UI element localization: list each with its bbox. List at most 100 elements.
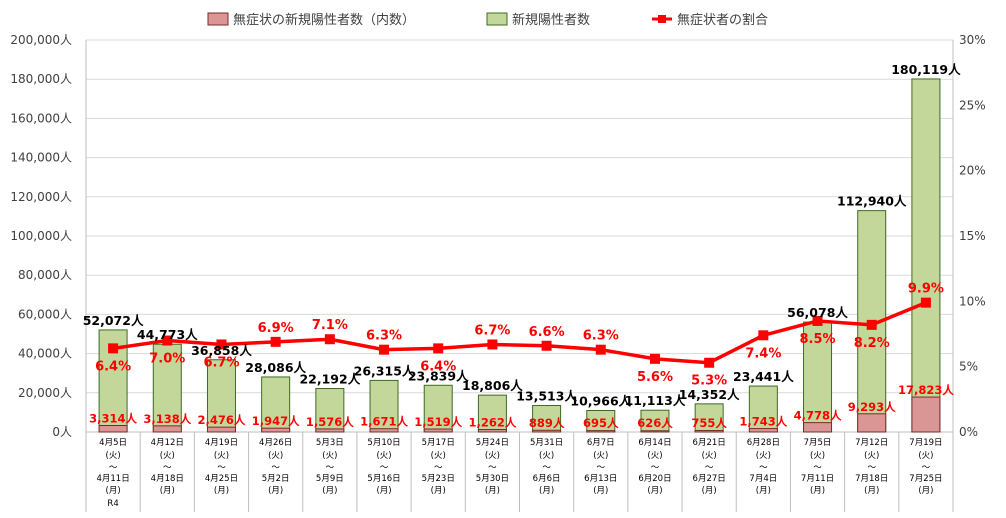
ratio-marker xyxy=(487,339,498,350)
y-tick-label: 20,000人 xyxy=(18,386,72,400)
x-category-line: 6月6日 xyxy=(533,474,561,484)
ratio-value-label: 6.7% xyxy=(203,355,239,370)
x-category-line: (月) xyxy=(810,486,825,496)
ratio-marker xyxy=(595,344,606,355)
y2-tick-label: 30% xyxy=(959,33,986,47)
x-category-13: 7月5日 (火) ～7月11日 (月) xyxy=(801,438,834,496)
total-value-label: 28,086人 xyxy=(245,360,306,375)
bar-total xyxy=(261,376,291,433)
ratio-value-label: 7.0% xyxy=(149,352,185,367)
x-category-14: 7月12日 (火) ～7月18日 (月) xyxy=(855,438,888,496)
x-category-line: (火) xyxy=(864,451,879,461)
x-category-line: 6月20日 xyxy=(638,474,671,484)
ratio-value-label: 6.6% xyxy=(529,325,565,340)
ratio-marker xyxy=(216,339,227,350)
total-value-label: 23,839人 xyxy=(408,368,469,383)
x-category-line: ～ xyxy=(542,463,551,473)
legend-item-ratio: 無症状者の割合 xyxy=(652,12,768,28)
bar-total xyxy=(694,403,724,433)
x-category-line: (火) xyxy=(160,451,175,461)
legend: 無症状の新規陽性者数（内数） 新規陽性者数 無症状者の割合 xyxy=(207,12,768,28)
x-category-line: ～ xyxy=(163,463,172,473)
ratio-marker xyxy=(379,344,390,355)
x-category-line: (火) xyxy=(539,451,554,461)
legend-swatch xyxy=(207,12,229,26)
ratio-marker xyxy=(704,357,715,368)
total-value-label: 14,352人 xyxy=(679,387,740,402)
total-value-label: 18,806人 xyxy=(462,378,523,393)
bars xyxy=(98,78,941,433)
ratio-value-label: 5.3% xyxy=(691,374,727,389)
x-axis: 4月5日(火)～4月11日(月)R44月12日(火)～4月18日(月)4月19日… xyxy=(85,432,954,512)
bar-asymptomatic xyxy=(532,429,562,433)
x-category-line: (月) xyxy=(160,486,175,496)
x-category-1: 4月12日 (火) ～4月18日 (月) xyxy=(151,438,184,496)
x-category-line: (火) xyxy=(106,451,121,461)
x-category-line: (火) xyxy=(702,451,717,461)
x-category-line: (火) xyxy=(268,451,283,461)
y-tick-label: 140,000人 xyxy=(10,151,72,165)
x-category-line: (月) xyxy=(106,486,121,496)
asymptomatic-value-label: 17,823人 xyxy=(898,383,954,397)
bar-asymptomatic xyxy=(586,430,616,433)
bar-asymptomatic xyxy=(152,425,182,433)
x-category-line: 5月17日 xyxy=(422,438,455,448)
ratio-marker xyxy=(433,343,444,354)
bar-asymptomatic xyxy=(640,430,670,433)
x-category-line: 6月13日 xyxy=(584,474,617,484)
x-category-line: 7月4日 xyxy=(749,474,777,484)
x-category-line: (火) xyxy=(647,451,662,461)
x-category-line: (月) xyxy=(376,486,391,496)
bar-asymptomatic xyxy=(911,396,941,433)
total-value-label: 26,315人 xyxy=(354,363,415,378)
asymptomatic-value-label: 626人 xyxy=(637,416,673,430)
total-value-label: 180,119人 xyxy=(891,62,961,77)
x-category-line: 6月7日 xyxy=(587,438,615,448)
x-category-line: (月) xyxy=(214,486,229,496)
x-category-line: 7月11日 xyxy=(801,474,834,484)
y-tick-label: 100,000人 xyxy=(10,229,72,243)
x-category-line: (火) xyxy=(756,451,771,461)
x-category-line: (火) xyxy=(810,451,825,461)
x-category-line: 5月16日 xyxy=(367,474,400,484)
asymptomatic-value-label: 1,519人 xyxy=(414,415,462,429)
ratio-marker xyxy=(866,319,877,330)
total-value-label: 10,966人 xyxy=(570,394,631,409)
x-category-line: ～ xyxy=(217,463,226,473)
x-category-4: 5月3日 (火) ～5月9日 (月) xyxy=(316,438,344,496)
legend-item-total: 新規陽性者数 xyxy=(486,12,590,28)
x-category-line: ～ xyxy=(705,463,714,473)
ratio-marker xyxy=(108,343,119,354)
x-category-line: 7月19日 xyxy=(909,438,942,448)
bar-asymptomatic xyxy=(748,428,778,433)
x-category-line: (火) xyxy=(485,451,500,461)
x-category-line: (月) xyxy=(756,486,771,496)
bar-asymptomatic xyxy=(477,429,507,433)
x-category-line: (月) xyxy=(539,486,554,496)
bar-asymptomatic xyxy=(261,427,291,433)
ratio-marker xyxy=(758,330,769,341)
x-category-11: 6月21日 (火) ～6月27日 (月) xyxy=(693,438,726,496)
bar-asymptomatic xyxy=(694,430,724,433)
x-category-line: ～ xyxy=(813,463,822,473)
x-category-line: ～ xyxy=(326,463,335,473)
y2-tick-label: 20% xyxy=(959,164,986,178)
x-category-line: ～ xyxy=(488,463,497,473)
x-category-line: 5月3日 xyxy=(316,438,344,448)
y2-tick-label: 5% xyxy=(959,360,978,374)
x-category-line: ～ xyxy=(867,463,876,473)
x-category-3: 4月26日 (火) ～5月2日 (月) xyxy=(259,438,292,496)
legend-swatch xyxy=(486,12,508,26)
x-category-line: 7月25日 xyxy=(909,474,942,484)
x-category-line: (火) xyxy=(593,451,608,461)
ratio-marker xyxy=(270,336,281,347)
bar-total xyxy=(911,78,941,433)
y-tick-label: 60,000人 xyxy=(18,307,72,321)
ratio-value-label: 6.4% xyxy=(420,359,456,374)
y2-tick-label: 15% xyxy=(959,229,986,243)
total-value-label: 52,072人 xyxy=(83,313,144,328)
ratio-value-label: 9.9% xyxy=(908,282,944,297)
bar-asymptomatic xyxy=(98,425,128,433)
